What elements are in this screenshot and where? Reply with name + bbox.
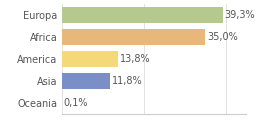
Text: 35,0%: 35,0%	[207, 32, 238, 42]
Bar	[62, 29, 205, 45]
Bar	[62, 7, 223, 23]
Text: 0,1%: 0,1%	[63, 98, 88, 108]
Text: 13,8%: 13,8%	[120, 54, 151, 64]
Text: 11,8%: 11,8%	[112, 76, 142, 86]
Bar	[62, 51, 118, 67]
Text: 39,3%: 39,3%	[225, 10, 255, 20]
Bar	[62, 73, 110, 89]
